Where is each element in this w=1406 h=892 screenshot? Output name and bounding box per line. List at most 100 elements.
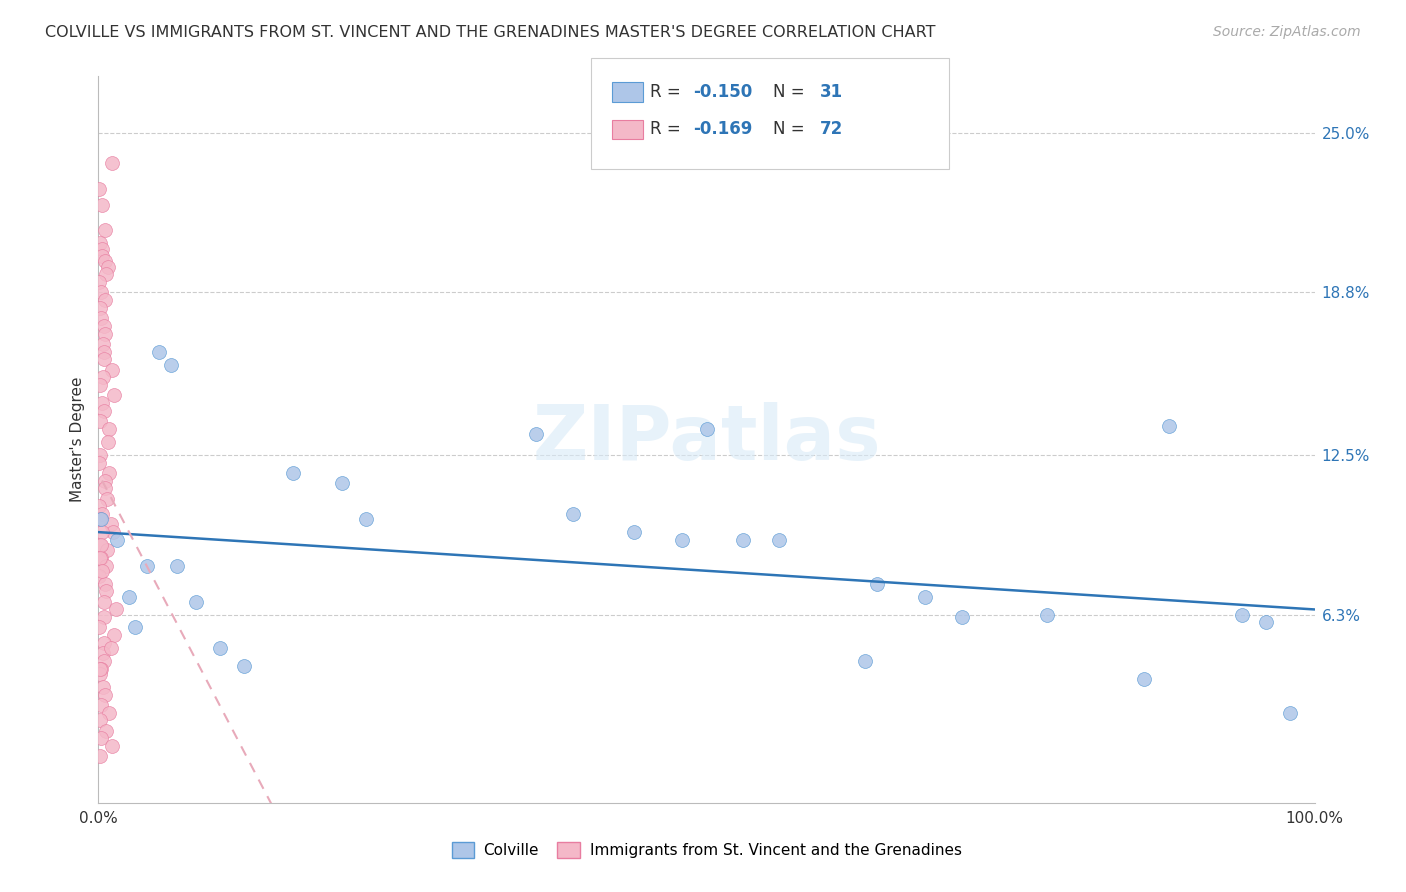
Point: [93, 404, 115, 418]
Point: [94, 326, 117, 341]
Point: [209, 641, 232, 656]
Point: [184, 595, 207, 609]
Point: [96, 723, 118, 738]
Point: [281, 466, 304, 480]
Legend: Colville, Immigrants from St. Vincent and the Grenadines: Colville, Immigrants from St. Vincent an…: [446, 836, 967, 864]
Point: [89, 448, 111, 462]
Point: [89, 378, 111, 392]
Text: 72: 72: [820, 120, 844, 138]
Point: [233, 659, 256, 673]
Point: [91, 370, 114, 384]
Point: [89, 714, 111, 728]
Point: [93, 680, 115, 694]
Point: [101, 739, 124, 753]
Point: [89, 414, 111, 428]
Point: [89, 662, 111, 676]
Point: [731, 533, 754, 547]
Point: [94, 268, 117, 282]
Point: [853, 654, 876, 668]
Text: R =: R =: [650, 120, 686, 138]
Point: [90, 538, 112, 552]
Point: [118, 590, 141, 604]
Y-axis label: Master's Degree: Master's Degree: [70, 376, 86, 502]
Point: [90, 311, 112, 326]
Point: [1133, 672, 1156, 686]
Point: [98, 706, 121, 720]
Point: [93, 610, 115, 624]
Point: [101, 362, 124, 376]
Point: [89, 301, 111, 315]
Text: ZIPatlas: ZIPatlas: [533, 402, 880, 476]
Point: [89, 236, 111, 251]
Text: -0.150: -0.150: [693, 83, 752, 101]
Point: [90, 285, 112, 300]
Point: [91, 242, 114, 256]
Text: COLVILLE VS IMMIGRANTS FROM ST. VINCENT AND THE GRENADINES MASTER'S DEGREE CORRE: COLVILLE VS IMMIGRANTS FROM ST. VINCENT …: [45, 25, 935, 40]
Point: [91, 198, 114, 212]
Point: [87, 620, 110, 634]
Point: [623, 525, 645, 540]
Point: [524, 427, 547, 442]
Point: [93, 654, 115, 668]
Point: [100, 641, 122, 656]
Point: [696, 422, 718, 436]
Point: [94, 688, 117, 702]
Point: [90, 550, 112, 565]
Text: -0.169: -0.169: [693, 120, 752, 138]
Point: [94, 481, 117, 495]
Point: [160, 358, 183, 372]
Point: [87, 500, 110, 514]
Point: [93, 223, 115, 237]
Point: [166, 558, 188, 573]
Point: [101, 525, 124, 540]
Text: N =: N =: [773, 120, 810, 138]
Point: [136, 558, 159, 573]
Point: [105, 533, 128, 547]
Point: [94, 254, 117, 268]
Point: [93, 636, 115, 650]
Point: [94, 584, 117, 599]
Point: [103, 628, 125, 642]
Text: N =: N =: [773, 83, 810, 101]
Point: [91, 249, 114, 263]
Point: [100, 517, 122, 532]
Point: [89, 538, 111, 552]
Point: [104, 602, 127, 616]
Point: [94, 474, 117, 488]
Point: [94, 558, 117, 573]
Point: [90, 512, 112, 526]
Point: [97, 260, 120, 274]
Point: [354, 512, 377, 526]
Point: [89, 456, 111, 470]
Point: [96, 491, 118, 506]
Point: [97, 422, 120, 436]
Point: [768, 533, 790, 547]
Point: [91, 525, 114, 540]
Point: [96, 543, 118, 558]
Point: [94, 576, 117, 591]
Point: [97, 466, 120, 480]
Point: [89, 666, 111, 681]
Text: 31: 31: [820, 83, 842, 101]
Point: [914, 590, 936, 604]
Point: [97, 434, 120, 449]
Point: [91, 564, 114, 578]
Point: [103, 388, 125, 402]
Point: [1230, 607, 1253, 622]
Point: [90, 396, 112, 410]
Point: [93, 352, 115, 367]
Point: [1279, 706, 1302, 720]
Point: [90, 698, 112, 712]
Point: [94, 293, 117, 307]
Point: [561, 507, 583, 521]
Point: [89, 569, 111, 583]
Point: [89, 550, 111, 565]
Point: [90, 662, 112, 676]
Point: [93, 344, 115, 359]
Point: [90, 731, 112, 746]
Text: Source: ZipAtlas.com: Source: ZipAtlas.com: [1213, 25, 1361, 39]
Point: [148, 344, 170, 359]
Text: R =: R =: [650, 83, 686, 101]
Point: [91, 507, 114, 521]
Point: [1157, 419, 1180, 434]
